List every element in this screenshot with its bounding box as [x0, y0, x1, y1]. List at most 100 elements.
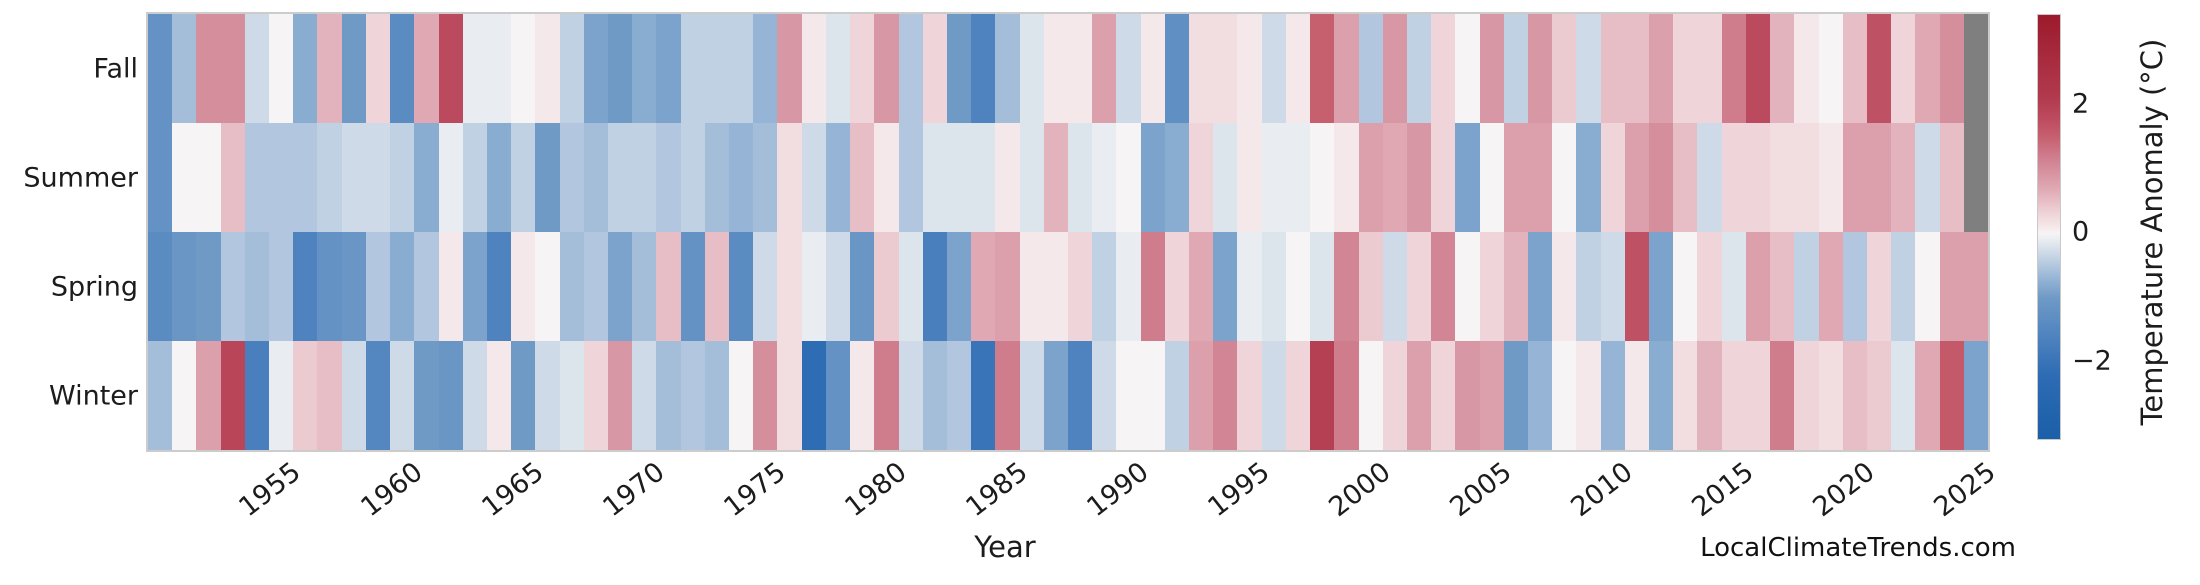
- heatmap-cell: [704, 14, 730, 123]
- heatmap-cell: [1963, 232, 1988, 341]
- heatmap-cell: [365, 123, 391, 232]
- heatmap-cell: [148, 232, 173, 341]
- heatmap-cell: [995, 341, 1021, 450]
- heatmap-cell: [729, 232, 754, 341]
- heatmap-cell: [486, 14, 512, 123]
- heatmap-cell: [850, 14, 875, 123]
- heatmap-cell: [1261, 14, 1287, 123]
- heatmap-cell: [729, 341, 754, 450]
- heatmap-cell: [922, 341, 948, 450]
- heatmap-cell: [680, 341, 706, 450]
- heatmap-cell: [1624, 14, 1650, 123]
- heatmap-cell: [971, 123, 996, 232]
- heatmap-cell: [148, 341, 173, 450]
- heatmap-cell: [535, 123, 561, 232]
- colorbar-tick-2: 2: [2072, 88, 2090, 120]
- watermark-text: LocalClimateTrends.com: [1700, 533, 2016, 563]
- x-tick-label-2010: 2010: [1565, 456, 1639, 524]
- heatmap-cell: [244, 123, 270, 232]
- heatmap-cell: [1382, 14, 1408, 123]
- heatmap-cell: [1285, 232, 1311, 341]
- heatmap-cell: [1503, 123, 1529, 232]
- heatmap-cell: [1600, 232, 1626, 341]
- heatmap-cell: [898, 14, 924, 123]
- heatmap-cell: [511, 123, 536, 232]
- heatmap-cell: [1528, 123, 1553, 232]
- x-tick-label-1990: 1990: [1081, 456, 1155, 524]
- heatmap-cell: [172, 341, 197, 450]
- heatmap-cell: [1794, 341, 1820, 450]
- heatmap-cell: [293, 123, 319, 232]
- heatmap-cell: [583, 14, 609, 123]
- heatmap-cell: [946, 341, 972, 450]
- heatmap-cell: [1697, 341, 1723, 450]
- heatmap-cell: [1261, 123, 1287, 232]
- heatmap-cell: [1600, 123, 1626, 232]
- heatmap-cell: [1213, 123, 1239, 232]
- heatmap-cell: [729, 14, 754, 123]
- heatmap-cell: [1649, 341, 1674, 450]
- heatmap-cell: [1673, 232, 1699, 341]
- heatmap-cell: [1649, 14, 1674, 123]
- heatmap-cell: [1552, 14, 1577, 123]
- heatmap-cell: [1528, 232, 1553, 341]
- heatmap-cell: [1358, 14, 1384, 123]
- heatmap-cell: [1866, 341, 1892, 450]
- heatmap-cell: [1939, 341, 1965, 450]
- heatmap-cell: [1503, 341, 1529, 450]
- heatmap-cell: [1285, 123, 1311, 232]
- heatmap-cell: [656, 341, 682, 450]
- heatmap-cell: [1479, 232, 1505, 341]
- heatmap-cell: [1019, 341, 1045, 450]
- heatmap-cell: [922, 232, 948, 341]
- heatmap-cell: [704, 232, 730, 341]
- heatmap-cell: [414, 14, 440, 123]
- heatmap-cell: [365, 14, 391, 123]
- heatmap-cell: [850, 123, 875, 232]
- heatmap-cell: [1358, 341, 1384, 450]
- heatmap-cell: [1915, 341, 1941, 450]
- heatmap-cell: [1721, 341, 1747, 450]
- heatmap-cell: [1455, 123, 1481, 232]
- heatmap-cell: [825, 341, 851, 450]
- heatmap-cell: [1019, 232, 1045, 341]
- heatmap-cell: [220, 341, 246, 450]
- heatmap-cell: [1794, 232, 1820, 341]
- heatmap-cell: [632, 123, 657, 232]
- heatmap-cell: [1600, 14, 1626, 123]
- heatmap-cell: [1891, 232, 1916, 341]
- heatmap-cell: [511, 232, 536, 341]
- heatmap-cell: [1842, 123, 1868, 232]
- heatmap-cell: [656, 232, 682, 341]
- heatmap-cell: [1479, 341, 1505, 450]
- heatmap-cell: [632, 341, 657, 450]
- x-tick-label-1960: 1960: [354, 456, 429, 524]
- heatmap-cell: [680, 232, 706, 341]
- heatmap-cell: [1576, 341, 1602, 450]
- heatmap-cell: [680, 123, 706, 232]
- heatmap-cell: [220, 123, 246, 232]
- heatmap-cell: [1213, 14, 1239, 123]
- heatmap-cell: [172, 14, 197, 123]
- heatmap-cell: [341, 14, 367, 123]
- heatmap-cell: [1649, 123, 1674, 232]
- heatmap-cell: [971, 232, 996, 341]
- heatmap-cell: [801, 14, 827, 123]
- heatmap-cell: [1358, 123, 1384, 232]
- heatmap-cell: [729, 123, 754, 232]
- heatmap-cell: [1721, 232, 1747, 341]
- heatmap-cell: [196, 341, 222, 450]
- x-tick-label-2020: 2020: [1807, 456, 1881, 524]
- heatmap-cell: [535, 341, 561, 450]
- heatmap-cell: [1431, 232, 1456, 341]
- heatmap-cell: [1213, 341, 1239, 450]
- heatmap-cell: [1310, 123, 1335, 232]
- heatmap-cell: [196, 123, 222, 232]
- x-tick-label-1965: 1965: [475, 456, 550, 524]
- heatmap-cell: [172, 123, 197, 232]
- heatmap-cell: [1068, 123, 1093, 232]
- heatmap-cell: [1818, 123, 1844, 232]
- heatmap-cell: [1673, 341, 1699, 450]
- heatmap-cell: [438, 341, 464, 450]
- heatmap-cell: [1043, 341, 1069, 450]
